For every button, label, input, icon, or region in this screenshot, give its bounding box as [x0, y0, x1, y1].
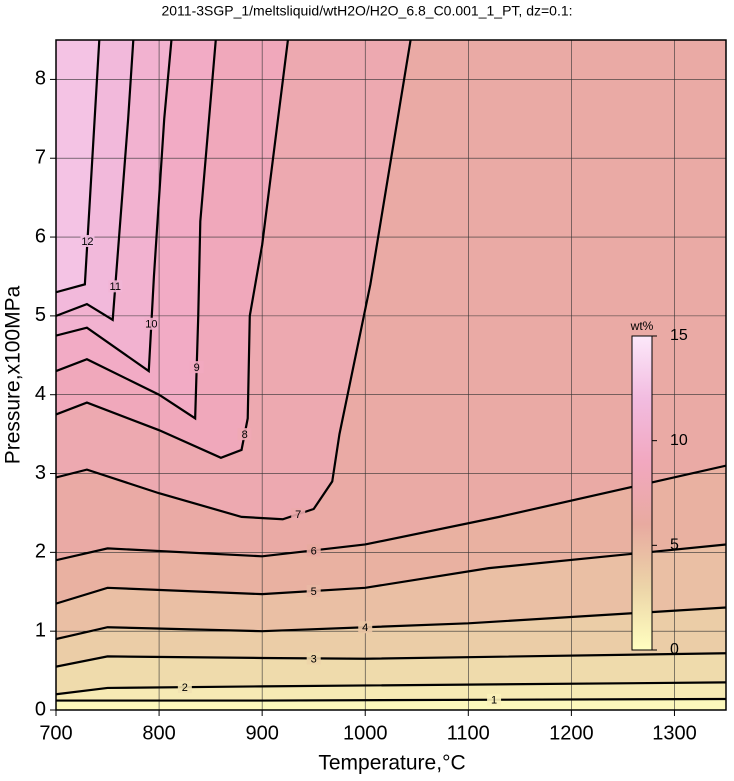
- contour-label: 9: [194, 362, 200, 374]
- contour-label-bg: [80, 235, 95, 247]
- contour-line: [56, 606, 726, 641]
- contour-line: [56, 40, 290, 459]
- y-tick-label: 1: [35, 619, 46, 641]
- x-tick-label: 800: [142, 722, 175, 744]
- colorbar-tick-label: 10: [670, 432, 688, 449]
- x-tick-label: 1000: [343, 722, 388, 744]
- y-tick-label: 5: [35, 304, 46, 326]
- colorbar-tick-label: 5: [670, 537, 679, 554]
- contour-label: 12: [81, 236, 93, 248]
- contour-label-bg: [144, 317, 159, 330]
- contour-line: [56, 652, 726, 668]
- contour-label-bg: [306, 652, 321, 665]
- contour-line: [56, 697, 726, 702]
- contour-label: 3: [311, 653, 317, 665]
- y-axis-label: Pressure,x100MPa: [2, 285, 25, 464]
- x-tick-label: 900: [245, 722, 278, 744]
- contour-line: [56, 40, 217, 421]
- contour-label-bg: [237, 428, 252, 441]
- contour-label-bg: [108, 280, 123, 293]
- contour-label-bg: [358, 621, 373, 634]
- colorbar: [631, 335, 653, 651]
- contour-label: 6: [311, 545, 317, 557]
- colorbar-label: wt%: [630, 319, 654, 333]
- contour-label-bg: [189, 361, 204, 374]
- colorbar-tick-label: 0: [670, 641, 679, 658]
- y-tick-label: 2: [35, 541, 46, 563]
- contour-label: 10: [145, 319, 157, 331]
- contour-label: 8: [242, 429, 248, 441]
- x-axis-label: Temperature,°C: [318, 752, 465, 775]
- contour-label-bg: [291, 508, 306, 521]
- y-tick-label: 8: [35, 68, 46, 90]
- y-tick-label: 0: [35, 698, 46, 720]
- chart-title: 2011-3SGP_1/meltsliquid/wtH2O/H2O_6.8_C0…: [161, 3, 572, 19]
- plot-frame: [55, 39, 727, 711]
- contour-label-bg: [177, 681, 192, 694]
- colorbar-tick-label: 15: [670, 327, 688, 344]
- y-tick-label: 7: [35, 147, 46, 169]
- contour-label: 4: [362, 622, 368, 634]
- x-tick-label: 1100: [447, 722, 490, 744]
- y-tick-label: 6: [35, 225, 46, 247]
- x-tick-label: 1300: [652, 722, 697, 744]
- contour-label: 7: [295, 509, 301, 521]
- contour-label: 11: [110, 281, 121, 293]
- contour-label-bg: [487, 693, 502, 706]
- contour-label: 1: [491, 695, 497, 707]
- contour-label-bg: [306, 544, 321, 557]
- contour-label-bg: [306, 584, 321, 597]
- x-tick-label: 1200: [549, 722, 594, 744]
- y-tick-label: 3: [35, 462, 46, 484]
- y-tick-label: 4: [35, 383, 46, 405]
- contour-label: 2: [182, 682, 188, 694]
- contour-label: 5: [311, 586, 317, 598]
- x-tick-label: 700: [39, 722, 72, 744]
- contour-fill: [56, 40, 100, 293]
